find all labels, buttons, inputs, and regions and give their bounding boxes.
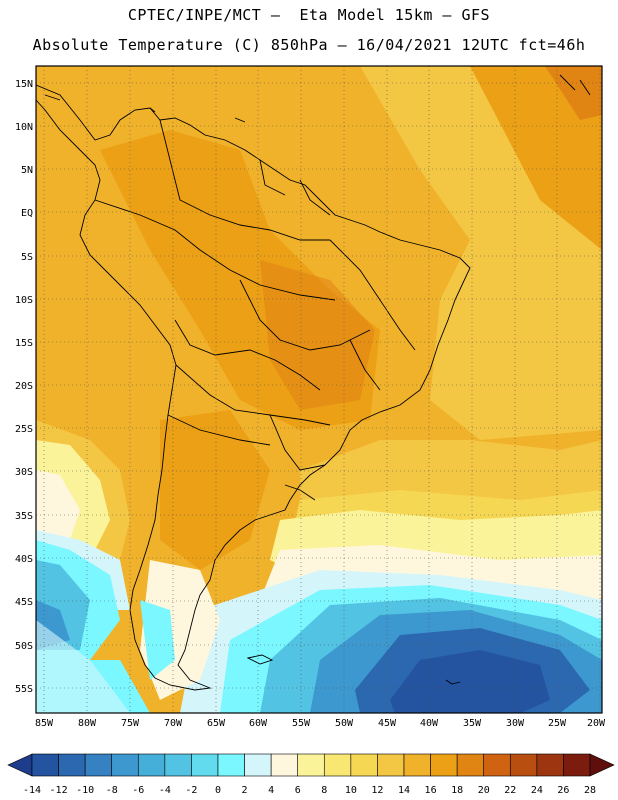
colorbar-swatch	[323, 753, 352, 777]
colorbar-swatch	[430, 753, 458, 777]
lat-label: 30S	[15, 467, 33, 478]
lon-label: 25W	[548, 718, 567, 729]
colorbar-swatch	[111, 753, 139, 777]
colorbar-swatch	[456, 753, 485, 777]
colorbar-tick-label: -12	[50, 785, 68, 796]
colorbar-tick-label: -10	[76, 785, 94, 796]
colorbar-tick-label: -2	[185, 785, 197, 796]
colorbar-tick-label: -14	[23, 785, 41, 796]
colorbar-swatch	[563, 753, 591, 777]
map-frame	[35, 65, 603, 714]
lat-label: 5N	[21, 165, 33, 176]
lat-label: 55S	[15, 684, 33, 695]
colorbar-tick-label: -6	[132, 785, 144, 796]
lon-label: 85W	[35, 718, 54, 729]
colorbar-arrow-high	[589, 753, 615, 777]
lat-label: 35S	[15, 511, 33, 522]
lon-label: 65W	[207, 718, 226, 729]
colorbar-tick-label: 20	[478, 785, 490, 796]
lat-label: 45S	[15, 597, 33, 608]
colorbar-tick-label: 16	[425, 785, 437, 796]
lon-label: 45W	[378, 718, 397, 729]
colorbar-tick-label: -4	[159, 785, 171, 796]
colorbar-arrow-low	[7, 753, 33, 777]
colorbar-tick-label: 6	[295, 785, 301, 796]
colorbar-swatch	[191, 753, 219, 777]
lat-label: 50S	[15, 641, 33, 652]
lat-label: 25S	[15, 424, 33, 435]
colorbar-swatch	[58, 753, 86, 777]
lat-label: 20S	[15, 381, 33, 392]
lon-label: 20W	[587, 718, 606, 729]
colorbar-swatch	[270, 753, 299, 777]
colorbar-tick-label: 26	[557, 785, 569, 796]
colorbar-swatch	[297, 753, 325, 777]
colorbar-swatch	[84, 753, 113, 777]
lat-label: 15S	[15, 338, 33, 349]
lon-label: 55W	[292, 718, 311, 729]
lon-label: 30W	[506, 718, 525, 729]
colorbar-tick-label: 0	[215, 785, 221, 796]
lat-label: 5S	[21, 252, 33, 263]
colorbar-swatch	[483, 753, 511, 777]
colorbar-swatch	[164, 753, 192, 777]
lon-label: 50W	[335, 718, 354, 729]
lon-label: 40W	[420, 718, 439, 729]
lon-label: 70W	[164, 718, 183, 729]
colorbar-tick-label: 24	[531, 785, 543, 796]
colorbar-tick-label: 14	[398, 785, 410, 796]
colorbar: -14 -12 -10 -8 -6 -4 -2 0 2 4 6 8 10 12 14 16 18 20 22 24 26…	[7, 753, 615, 796]
map-subtitle: Absolute Temperature (C) 850hPa – 16/04/…	[32, 36, 586, 54]
colorbar-tick-label: 10	[345, 785, 357, 796]
lon-label: 75W	[121, 718, 140, 729]
colorbar-tick-label: 22	[504, 785, 516, 796]
lat-label: 15N	[15, 79, 33, 90]
colorbar-tick-label: -8	[106, 785, 118, 796]
lat-label: 10N	[15, 122, 33, 133]
colorbar-tick-label: 4	[268, 785, 274, 796]
colorbar-swatch	[217, 753, 245, 777]
colorbar-swatch	[350, 753, 378, 777]
colorbar-swatch	[536, 753, 564, 777]
map-title: CPTEC/INPE/MCT – Eta Model 15km – GFS	[127, 6, 491, 24]
lon-label: 35W	[463, 718, 482, 729]
colorbar-swatch	[509, 753, 538, 777]
coastlines	[36, 74, 591, 691]
lon-label: 80W	[78, 718, 97, 729]
lat-label: 40S	[15, 554, 33, 565]
lat-label: EQ	[21, 208, 33, 219]
lon-label: 60W	[249, 718, 268, 729]
colorbar-tick-label: 28	[584, 785, 596, 796]
colorbar-tick-label: 12	[371, 785, 383, 796]
colorbar-swatch	[403, 753, 431, 777]
colorbar-swatch	[244, 753, 272, 777]
colorbar-tick-label: 18	[451, 785, 463, 796]
colorbar-tick-label: 8	[321, 785, 327, 796]
colorbar-swatch	[137, 753, 166, 777]
colorbar-tick-label: 2	[242, 785, 248, 796]
latitude-labels: 15N 10N 5N EQ 5S 10S 15S 20S 25S 30S 35S…	[15, 79, 33, 695]
colorbar-swatch	[377, 753, 405, 777]
longitude-labels: 85W 80W 75W 70W 65W 60W 55W 50W 45W 40W …	[35, 718, 606, 729]
colorbar-swatch	[31, 753, 59, 777]
lat-label: 10S	[15, 295, 33, 306]
